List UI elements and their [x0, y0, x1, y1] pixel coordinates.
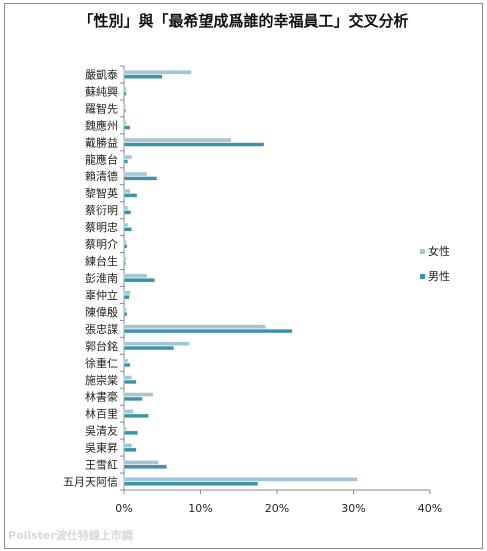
- category-label: 羅智先: [85, 101, 118, 115]
- bar-male: [123, 278, 155, 283]
- bar-male: [123, 396, 143, 402]
- bar-female: [123, 460, 159, 465]
- bar-male: [123, 74, 163, 79]
- category-label: 蘇純興: [85, 85, 118, 98]
- legend-swatch: [420, 274, 425, 279]
- category-label: 戴勝益: [85, 135, 118, 149]
- bar-male: [123, 193, 138, 198]
- watermark: Pollster波仕特線上市調: [8, 529, 133, 542]
- category-label: 蔡明介: [85, 238, 118, 251]
- legend-label: 女性: [428, 244, 450, 258]
- category-label: 賴清德: [85, 169, 118, 183]
- bar-female: [123, 222, 129, 228]
- category-label: 彭淮南: [85, 271, 118, 285]
- bar-male: [123, 125, 131, 130]
- bar-male: [123, 312, 128, 317]
- x-tick-label: 0%: [115, 502, 132, 515]
- bar-male: [123, 481, 259, 486]
- bar-female: [123, 239, 127, 244]
- bar-female: [123, 256, 127, 261]
- category-label: 蔡明忠: [85, 221, 118, 234]
- bar-female: [123, 443, 132, 448]
- bar-female: [123, 324, 266, 329]
- x-tick-label: 30%: [341, 502, 365, 515]
- bar-female: [123, 205, 129, 211]
- bar-female: [123, 375, 132, 380]
- chart-title: 「性別」與「最希望成爲誰的幸福員工」交叉分析: [78, 12, 409, 30]
- bar-male: [123, 91, 127, 96]
- bar-female: [123, 87, 127, 92]
- chart-frame: [4, 3, 483, 549]
- bar-female: [123, 341, 190, 346]
- bar-female: [123, 392, 154, 397]
- category-label: 徐重仁: [85, 356, 118, 370]
- x-tick-label: 10%: [188, 502, 212, 515]
- bar-male: [123, 413, 149, 418]
- bar-male: [123, 227, 132, 232]
- bar-female: [123, 358, 129, 363]
- bar-female: [123, 154, 132, 160]
- x-tick-label: 40%: [418, 502, 442, 515]
- category-label: 龍應台: [85, 152, 118, 166]
- bar-male: [123, 447, 137, 452]
- bar-female: [123, 171, 148, 177]
- bar-male: [123, 210, 132, 215]
- category-label: 施崇棠: [85, 374, 118, 387]
- category-label: 吳東昇: [85, 442, 118, 455]
- category-label: 五月天阿信: [63, 476, 118, 489]
- category-label: 王雪紅: [85, 459, 118, 472]
- bar-male: [123, 261, 126, 266]
- category-label: 蔡衍明: [85, 203, 118, 217]
- bar-male: [123, 362, 131, 368]
- bar-female: [123, 70, 192, 75]
- category-label: 練台生: [85, 254, 118, 268]
- category-label: 陳偉殷: [85, 306, 118, 319]
- bar-female: [123, 307, 127, 312]
- bar-male: [123, 430, 138, 435]
- legend-swatch: [420, 249, 425, 254]
- bar-female: [123, 273, 148, 278]
- bar-female: [123, 290, 131, 295]
- bar-female: [123, 138, 232, 143]
- bar-male: [123, 345, 174, 351]
- bar-female: [123, 477, 358, 482]
- bar-female: [123, 121, 127, 126]
- bar-male: [123, 464, 168, 469]
- bar-female: [123, 188, 131, 194]
- bar-female: [123, 104, 126, 109]
- legend-label: 男性: [428, 269, 450, 283]
- bar-male: [123, 159, 129, 164]
- category-label: 吳清友: [85, 424, 118, 438]
- bar-male: [123, 176, 158, 181]
- category-label: 魏應州: [85, 118, 118, 132]
- bar-male: [123, 244, 128, 249]
- category-label: 黎智英: [85, 186, 118, 200]
- bar-male: [123, 379, 137, 385]
- bar-male: [123, 142, 265, 147]
- category-label: 郭台銘: [85, 339, 118, 353]
- category-label: 辜仲立: [85, 288, 118, 302]
- bar-female: [123, 409, 134, 414]
- category-label: 林書豪: [85, 390, 118, 404]
- bar-male: [123, 295, 130, 300]
- category-label: 張忠謀: [85, 322, 118, 336]
- x-tick-label: 20%: [265, 502, 289, 515]
- bar-female: [123, 426, 127, 431]
- category-label: 嚴凱泰: [85, 67, 118, 81]
- bar-male: [123, 328, 293, 334]
- bar-male: [123, 108, 126, 113]
- category-label: 林百里: [85, 407, 118, 421]
